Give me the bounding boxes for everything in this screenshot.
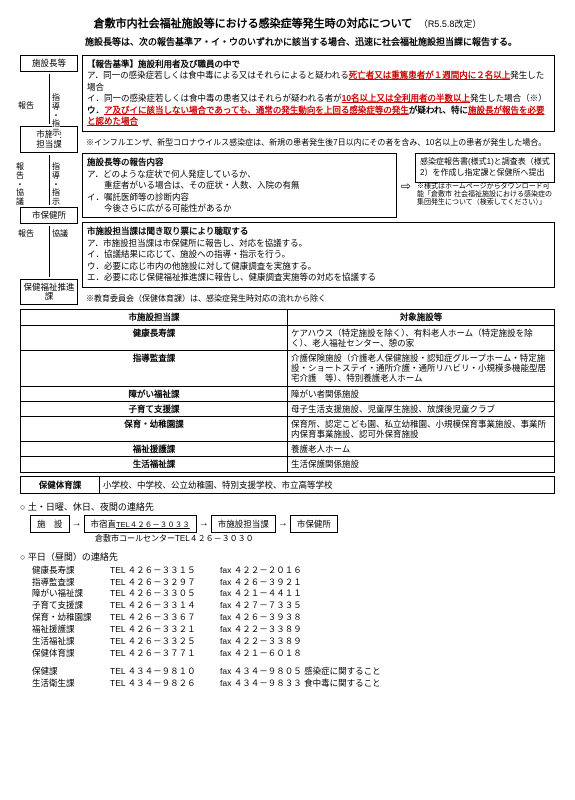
table-row-cell: ケアハウス（特定施設を除く）、有料老人ホーム（特定施設を除く）、老人福祉センター…: [288, 325, 555, 350]
education-table: 保健体育課小学校、中学校、公立幼稚園、特別支援学校、市立高等学校: [20, 476, 555, 494]
table-row-head: 指導監査課: [21, 350, 288, 386]
contact-row: 保育・幼稚園課TEL ４２６－３３６７fax ４２６－３９３８: [32, 612, 555, 624]
criteria-box: 【報告基準】施設利用者及び職員の中で ア．同一の感染症若しくは食中毒による又はそ…: [82, 55, 555, 132]
weekday-header: ○ 平日（昼間）の連絡先: [20, 550, 555, 563]
contact-row: 生活衛生課TEL ４３４－９８２６fax ４３４－９８３３ 食中毒に関すること: [32, 678, 555, 690]
weekend-header: ○ 土・日曜、休日、夜間の連絡先: [20, 500, 555, 513]
table-row-cell: 保育所、認定こども園、私立幼稚園、小規模保育事業施設、事業所内保育事業施設、認可…: [288, 416, 555, 441]
table-row-head: 保育・幼稚園課: [21, 416, 288, 441]
table-row-head: 生活福祉課: [21, 457, 288, 472]
contact-row: 生活福祉課TEL ４２６－３３２５fax ４２２－３３８９: [32, 636, 555, 648]
contact-row: 子育て支援課TEL ４２６－３３１４fax ４２７－７３３５: [32, 600, 555, 612]
table-row-cell: 生活保護関係施設: [288, 457, 555, 472]
table-row-head: 障がい福祉課: [21, 386, 288, 401]
contact-row: 指導監査課TEL ４２６－３２９７fax ４２６－３９２１: [32, 577, 555, 589]
table-row-head: 子育て支援課: [21, 401, 288, 416]
contact-row: 障がい福祉課TEL ４２６－３３０５fax ４２１－４４１１: [32, 588, 555, 600]
intro-text: 施設長等は、次の報告基準ア・イ・ウのいずれかに該当する場合、迅速に社会福祉施設担…: [85, 37, 555, 49]
page-title: 倉敷市内社会福祉施設等における感染症等発生時の対応について （R5.5.8改定）: [20, 15, 555, 31]
arrow-icon: ⇨: [401, 153, 411, 218]
flow-column: 施設長等 報告 指導・指示 市施設 担当課 報告・協議 指導・指示 市保健所 報…: [20, 55, 78, 306]
weekend-sub: 倉敷市コールセンターTEL４２６－３０３０: [95, 533, 555, 544]
weekend-flow: 施 設 → 市宿直TEL４２６－３０３３ → 市施設担当課 → 市保健所: [30, 515, 555, 533]
facility-table: 市施設担当課対象施設等 健康長寿課ケアハウス（特定施設を除く）、有料老人ホーム（…: [20, 309, 555, 472]
flow-box-chief: 施設長等: [20, 55, 78, 72]
flow-box-welfare: 保健福祉推進課: [20, 279, 78, 306]
criteria-note: ※インフルエンザ、新型コロナウイルス感染症は、新規の患者発生後7日以内にその者を…: [86, 138, 555, 148]
contact-row: 健康長寿課TEL ４２６－３３１５fax ４２２－２０１６: [32, 565, 555, 577]
table-row-cell: 障がい者関係施設: [288, 386, 555, 401]
flow-box-section: 市施設 担当課: [20, 126, 78, 153]
table-row-head: 福祉援護課: [21, 442, 288, 457]
weekday-list: 健康長寿課TEL ４２６－３３１５fax ４２２－２０１６指導監査課TEL ４２…: [32, 565, 555, 690]
flow-box-health: 市保健所: [20, 207, 78, 224]
contact-row: 保健課TEL ４３４－９８１０fax ４３４－９８０５ 感染症に関すること: [32, 666, 555, 678]
table-row-head: 健康長寿課: [21, 325, 288, 350]
contact-row: 保健体育課TEL ４２６－３７７１fax ４２１－６０１８: [32, 648, 555, 660]
contact-row: 福祉援護課TEL ４２６－３３２１fax ４２２－３３８９: [32, 624, 555, 636]
submit-column: 感染症報告書(様式1)と調査表（様式2）を作成し指定課と保健所へ提出 ※様式はホ…: [415, 153, 555, 218]
hearing-note: ※教育委員会（保健体育課）は、感染症発生時対応の流れから除く: [86, 294, 555, 304]
main-layout: 施設長等 報告 指導・指示 市施設 担当課 報告・協議 指導・指示 市保健所 報…: [20, 55, 555, 306]
table-row-cell: 介護保険施設（介護老人保健施設・認知症グループホーム・特定施設・ショートステイ・…: [288, 350, 555, 386]
report-content-box: 施設長等の報告内容 ア．どのような症状で何人発症しているか、 重症者がいる場合は…: [82, 153, 397, 218]
table-row-cell: 養護老人ホーム: [288, 442, 555, 457]
hearing-box: 市施設担当課は聞き取り票により聴取する ア．市施設担当課は市保健所に報告し、対応…: [82, 222, 555, 287]
table-row-cell: 母子生活支援施設、児童厚生施設、放課後児童クラブ: [288, 401, 555, 416]
